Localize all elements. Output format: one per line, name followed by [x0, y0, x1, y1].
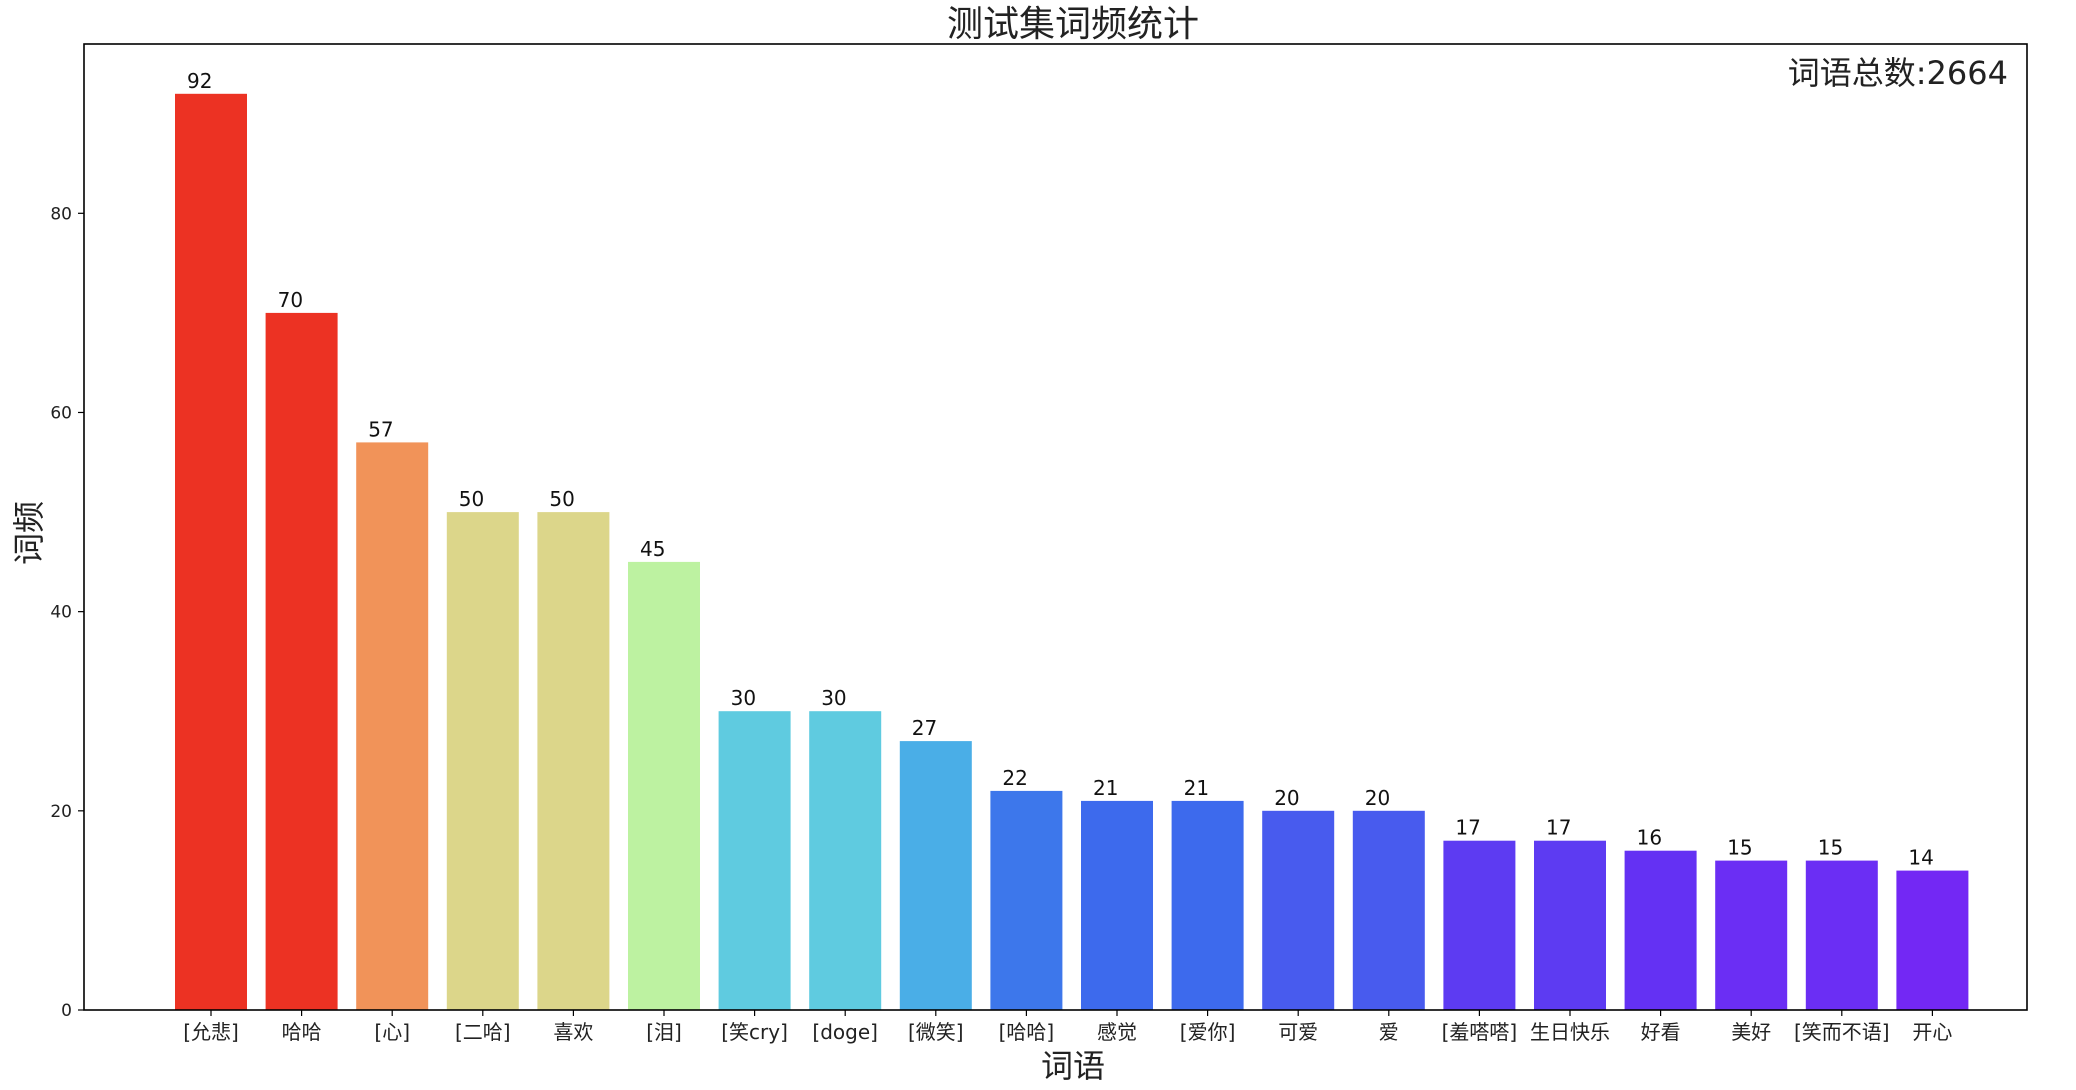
x-tick-label: 可爱	[1278, 1020, 1318, 1044]
bar	[1171, 800, 1244, 1010]
x-tick-label: [微笑]	[908, 1020, 964, 1044]
x-tick-label: [羞嗒嗒]	[1442, 1020, 1518, 1044]
x-tick-label: [二哈]	[455, 1020, 511, 1044]
bar-value-label: 57	[368, 417, 393, 441]
bar-value-label: 17	[1455, 816, 1480, 840]
bar	[809, 711, 882, 1010]
bar	[899, 741, 972, 1010]
bar	[1443, 840, 1516, 1010]
x-tick-label: [允悲]	[183, 1020, 239, 1044]
bar	[718, 711, 791, 1010]
y-ticks-group: 0 20 40 60 80	[50, 204, 84, 1021]
bar	[1805, 860, 1878, 1010]
total-words-annotation: 词语总数:2664	[1788, 54, 2008, 92]
y-axis-label: 词频	[10, 501, 48, 565]
bar-value-label: 22	[1002, 766, 1027, 790]
bar	[628, 561, 700, 1010]
y-tick-label: 20	[50, 802, 72, 822]
bar	[175, 93, 247, 1011]
bar	[537, 512, 610, 1010]
bar	[1081, 800, 1153, 1010]
bar-value-label: 92	[187, 69, 212, 93]
y-tick-label: 60	[50, 403, 72, 423]
x-tick-label: [爱你]	[1180, 1020, 1236, 1044]
bar-value-label: 15	[1727, 836, 1752, 860]
x-tick-label: 哈哈	[282, 1020, 322, 1044]
x-tick-label: 美好	[1731, 1020, 1771, 1044]
bars-group	[175, 93, 1969, 1011]
x-tick-label: [哈哈]	[999, 1020, 1055, 1044]
x-tick-label: [泪]	[646, 1020, 682, 1044]
bar-value-label: 27	[912, 716, 937, 740]
data-labels-group: 92 70 57 50 50 45 30 30 27 22 21 21 20 20 17 17 16 15 15 14	[187, 69, 1934, 870]
x-tick-label: 喜欢	[553, 1020, 593, 1044]
x-tick-label: [笑cry]	[721, 1020, 788, 1044]
x-tick-label: 感觉	[1097, 1020, 1137, 1044]
bar	[356, 442, 429, 1010]
bar-value-label: 21	[1093, 776, 1118, 800]
bar-value-label: 30	[731, 686, 756, 710]
bar	[1534, 840, 1606, 1010]
bar-value-label: 70	[278, 288, 303, 312]
y-tick-label: 40	[50, 603, 72, 623]
y-tick-label: 0	[61, 1001, 72, 1021]
x-tick-label: [笑而不语]	[1794, 1020, 1890, 1044]
bar	[1262, 810, 1335, 1010]
bar	[1624, 850, 1697, 1010]
bar	[1352, 810, 1425, 1010]
bar-value-label: 20	[1274, 786, 1299, 810]
plot-frame	[83, 43, 2028, 1011]
bar-value-label: 14	[1908, 846, 1933, 870]
bar-value-label: 20	[1365, 786, 1390, 810]
bar	[265, 312, 338, 1010]
x-tick-label: [doge]	[812, 1020, 878, 1044]
bar-value-label: 17	[1546, 816, 1571, 840]
chart-title: 测试集词频统计	[947, 4, 1199, 45]
x-axis-label: 词语	[1041, 1047, 1105, 1085]
bar-value-label: 15	[1818, 836, 1843, 860]
x-ticks-group: [允悲] 哈哈 [心] [二哈] 喜欢 [泪] [笑cry] [doge] [微笑] [哈哈] 感觉…	[183, 1010, 1952, 1044]
bar-value-label: 45	[640, 537, 665, 561]
bar	[1715, 860, 1788, 1010]
bar-value-label: 30	[821, 686, 846, 710]
bar-value-label: 50	[549, 487, 574, 511]
bar	[990, 790, 1063, 1010]
bar	[1896, 870, 1969, 1010]
x-tick-label: 开心	[1912, 1020, 1952, 1044]
x-tick-label: 爱	[1379, 1020, 1399, 1044]
y-tick-label: 80	[50, 204, 72, 224]
x-tick-label: 生日快乐	[1530, 1020, 1610, 1044]
bar-value-label: 16	[1637, 826, 1662, 850]
x-tick-label: 好看	[1641, 1020, 1681, 1044]
x-tick-label: [心]	[374, 1020, 410, 1044]
bar-value-label: 50	[459, 487, 484, 511]
bar-value-label: 21	[1184, 776, 1209, 800]
bar	[446, 512, 519, 1010]
